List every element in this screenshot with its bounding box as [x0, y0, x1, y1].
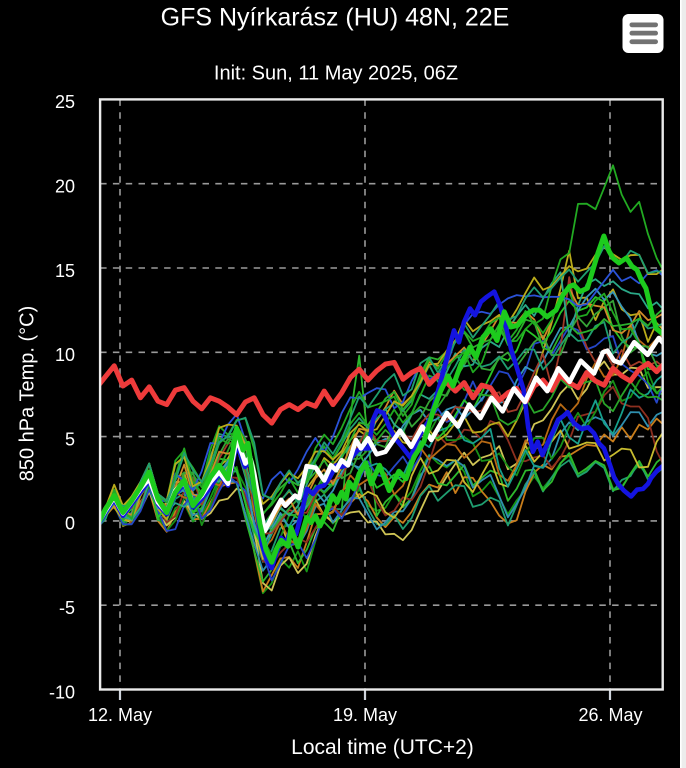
svg-text:Init: Sun, 11 May 2025, 06Z: Init: Sun, 11 May 2025, 06Z: [214, 63, 458, 85]
svg-text:-10: -10: [49, 682, 75, 702]
svg-text:0: 0: [65, 514, 75, 534]
svg-text:26. May: 26. May: [578, 705, 642, 725]
svg-text:20: 20: [55, 177, 75, 197]
svg-text:GFS Nyírkarász (HU) 48N, 22E: GFS Nyírkarász (HU) 48N, 22E: [161, 4, 510, 32]
svg-text:15: 15: [55, 261, 75, 281]
svg-text:19. May: 19. May: [333, 705, 397, 725]
svg-text:25: 25: [55, 92, 75, 112]
svg-text:12. May: 12. May: [88, 705, 152, 725]
svg-text:10: 10: [55, 345, 75, 365]
svg-text:-5: -5: [59, 598, 75, 618]
svg-text:Local time (UTC+2): Local time (UTC+2): [291, 736, 474, 759]
svg-text:850 hPa Temp. (°C): 850 hPa Temp. (°C): [17, 306, 39, 482]
svg-text:5: 5: [65, 429, 75, 449]
